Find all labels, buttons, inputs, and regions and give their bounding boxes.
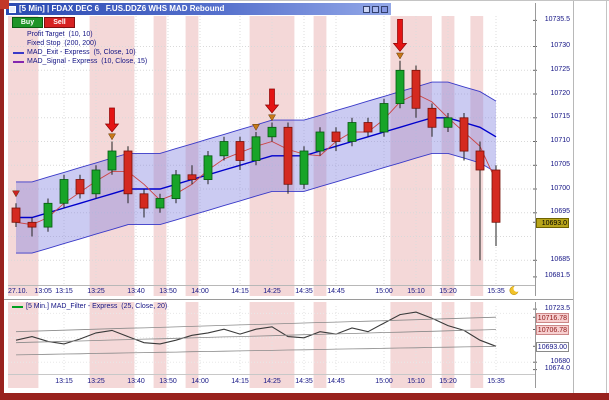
- chart-title: [5 Min] | FDAX DEC 6 F.US.DDZ6 WHS MAD R…: [19, 4, 225, 13]
- axis-divider-main: [535, 3, 536, 296]
- lower-panel-title: [5 Min.] MAD_Filter - Express (25, Close…: [12, 303, 167, 310]
- legend-item: MAD_Signal - Express (10, Close, 15): [13, 57, 147, 66]
- window-frame-right: [606, 0, 607, 400]
- right-column-divider: [573, 1, 574, 393]
- legend-item: Fixed Stop (200, 200): [13, 39, 147, 48]
- legend-line-marker: [13, 43, 24, 45]
- window-frame-top: [0, 0, 609, 1]
- lower-chart-baseline: [8, 374, 535, 375]
- axis-divider-lower: [535, 302, 536, 388]
- legend-line-marker: [13, 60, 24, 63]
- entry-markers: [12, 52, 404, 198]
- chart-legend: Profit Target (10, 10) Fixed Stop (200, 2…: [13, 30, 147, 66]
- legend-item: MAD_Exit - Express (5, Close, 10): [13, 48, 147, 57]
- panel-separator[interactable]: [4, 299, 573, 300]
- legend-item: Profit Target (10, 10): [13, 30, 147, 39]
- window-frame-corner: [0, 0, 9, 9]
- pane-maximize-button[interactable]: [372, 5, 379, 13]
- buy-button[interactable]: Buy: [12, 17, 43, 28]
- pane-close-button[interactable]: [381, 5, 388, 13]
- legend-label: MAD_Signal - Express (10, Close, 15): [27, 58, 148, 65]
- window-frame-left: [0, 0, 4, 400]
- window-frame-bottom: [0, 393, 609, 400]
- legend-label: Profit Target (10, 10): [27, 31, 93, 38]
- legend-label: MAD_Exit - Express (5, Close, 10): [27, 49, 136, 56]
- lower-panel-title-text: [5 Min.] MAD_Filter - Express (25, Close…: [26, 303, 168, 310]
- chart-titlebar[interactable]: [5 Min] | FDAX DEC 6 F.US.DDZ6 WHS MAD R…: [6, 3, 391, 15]
- filter-line-marker: [12, 305, 23, 308]
- mad-filter-lines: [15, 311, 497, 356]
- candlestick-series: [11, 60, 501, 261]
- legend-line-marker: [13, 51, 24, 54]
- titlebar-controls: [363, 5, 388, 13]
- legend-line-marker: [13, 34, 24, 36]
- signal-arrows: [104, 18, 408, 133]
- pane-icon[interactable]: [9, 5, 16, 13]
- sell-button[interactable]: Sell: [44, 17, 75, 28]
- pane-minimize-button[interactable]: [363, 5, 370, 13]
- legend-label: Fixed Stop (200, 200): [27, 40, 97, 47]
- session-moon-icon: [509, 285, 521, 295]
- main-chart-baseline: [8, 285, 535, 286]
